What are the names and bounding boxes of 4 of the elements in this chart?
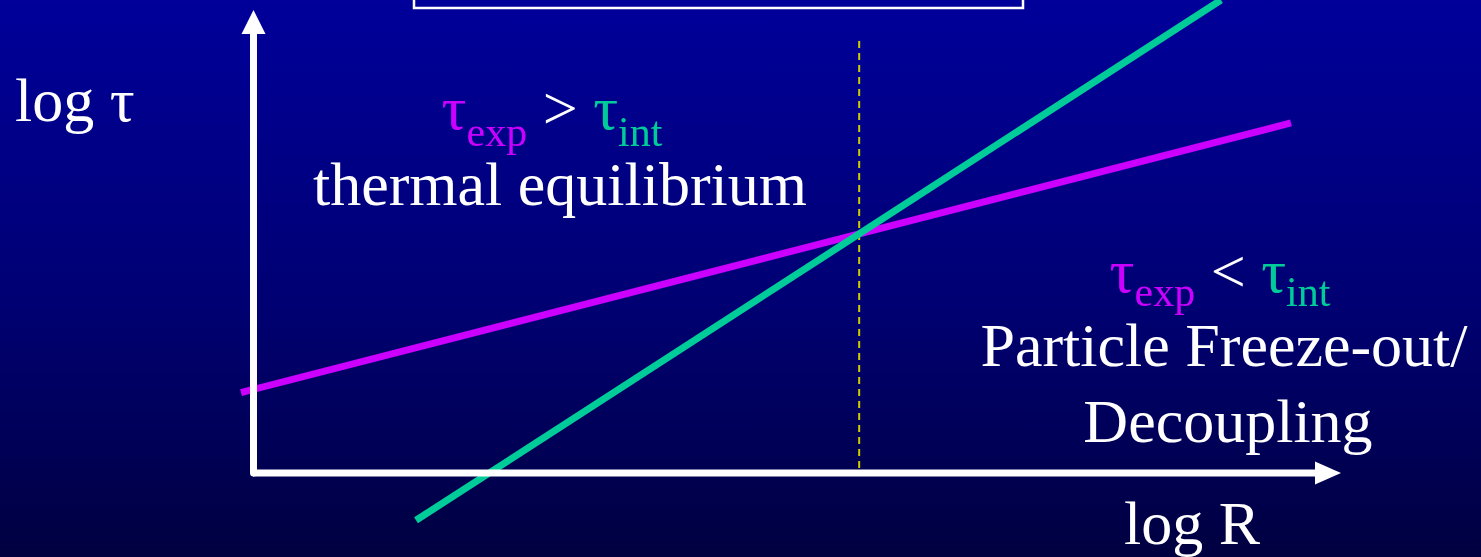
annotation: Decoupling [1083, 387, 1373, 455]
annotation: τ$_{exp}$ < τ$_{int}$ [1109, 237, 1331, 315]
y-axis-title: log τ [15, 66, 135, 134]
x-axis-title: log R [1123, 489, 1261, 557]
